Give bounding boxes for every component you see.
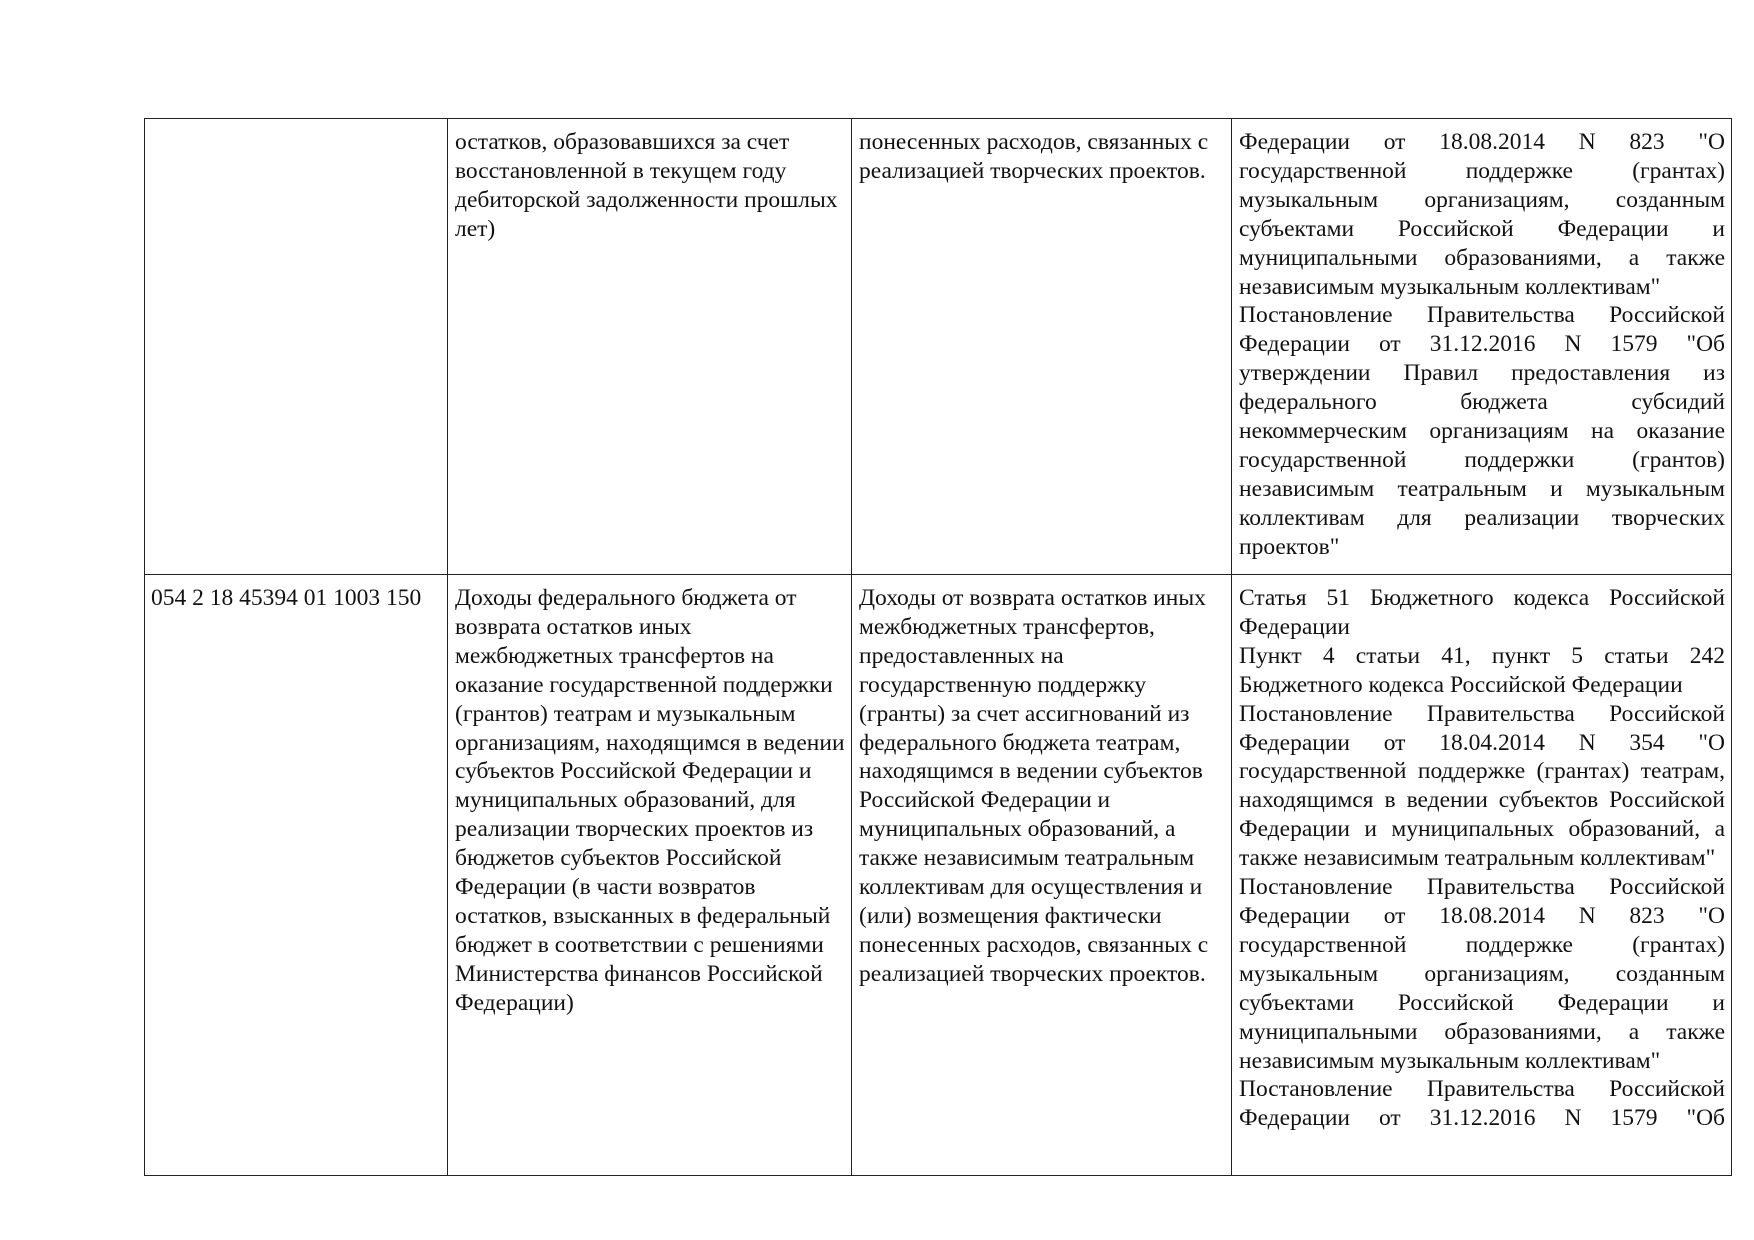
table-cell: Доходы от возврата остатков иных межбюдж…	[851, 574, 1232, 1176]
cell-paragraph: Постановление Правительства Российской Ф…	[1239, 1076, 1725, 1132]
table-row: 054 2 18 45394 01 1003 150 Доходы федерал…	[144, 574, 1732, 1176]
cell-paragraph: остатков, образовавшихся за счет восстан…	[455, 129, 838, 242]
table-cell: Федерации от 18.08.2014 N 823 "О государ…	[1231, 118, 1732, 575]
table-cell: понесенных расходов, связанных с реализа…	[851, 118, 1232, 575]
table-cell: Статья 51 Бюджетного кодекса Российской …	[1231, 574, 1732, 1176]
cell-paragraph: Постановление Правительства Российской Ф…	[1239, 302, 1725, 560]
cell-paragraph: Доходы федерального бюджета от возврата …	[455, 585, 845, 1016]
cell-paragraph: Пункт 4 статьи 41, пункт 5 статьи 242 Бю…	[1239, 642, 1725, 698]
table-cell: Доходы федерального бюджета от возврата …	[447, 574, 852, 1176]
cell-paragraph: Доходы от возврата остатков иных межбюдж…	[859, 585, 1209, 987]
table-cell: остатков, образовавшихся за счет восстан…	[447, 118, 852, 575]
table-cell	[144, 118, 448, 575]
cell-paragraph: 054 2 18 45394 01 1003 150	[151, 585, 422, 611]
table-cell: 054 2 18 45394 01 1003 150	[144, 574, 448, 1176]
cell-paragraph: Постановление Правительства Российской Ф…	[1239, 874, 1725, 1074]
table-row: остатков, образовавшихся за счет восстан…	[144, 118, 1732, 575]
document-table: остатков, образовавшихся за счет восстан…	[144, 118, 1732, 1176]
cell-paragraph: Постановление Правительства Российской Ф…	[1239, 700, 1725, 872]
cell-paragraph: Статья 51 Бюджетного кодекса Российской …	[1239, 585, 1725, 640]
cell-paragraph: понесенных расходов, связанных с реализа…	[859, 129, 1209, 184]
cell-paragraph: Федерации от 18.08.2014 N 823 "О государ…	[1239, 129, 1725, 300]
